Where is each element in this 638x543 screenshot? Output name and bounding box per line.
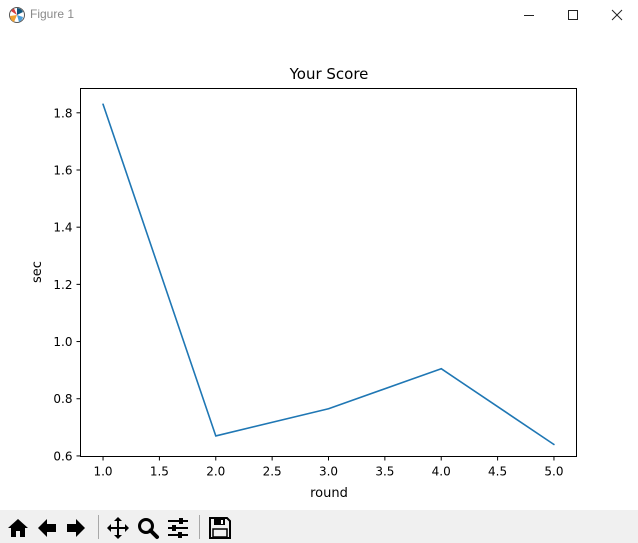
magnifier-icon — [138, 518, 159, 539]
toolbar-separator — [98, 515, 99, 539]
y-tick-label: 1.8 — [53, 106, 72, 120]
window-titlebar: Figure 1 — [0, 0, 638, 30]
plot-lines — [102, 103, 555, 446]
toolbar-separator — [199, 515, 200, 539]
data-point — [214, 435, 217, 437]
y-axis-label: sec — [30, 261, 45, 283]
maximize-icon — [568, 10, 578, 20]
series-line — [102, 103, 555, 446]
minimize-icon — [524, 15, 534, 16]
y-tick-label: 0.8 — [53, 392, 72, 406]
x-tick-label: 2.0 — [206, 465, 225, 479]
home-icon — [8, 519, 28, 537]
pan-button[interactable] — [104, 514, 132, 542]
x-tick-label: 2.5 — [263, 465, 282, 479]
y-tick-label: 0.6 — [53, 449, 72, 463]
x-tick-label: 4.0 — [432, 465, 451, 479]
y-tick-label: 1.2 — [53, 278, 72, 292]
window-title: Figure 1 — [30, 7, 75, 21]
save-button[interactable] — [206, 514, 234, 542]
x-tick-label: 3.0 — [319, 465, 338, 479]
move-icon — [107, 517, 129, 539]
data-point — [327, 407, 330, 410]
close-icon — [611, 9, 623, 21]
x-tick-label: 4.5 — [488, 465, 507, 479]
arrow-right-icon — [67, 519, 85, 537]
y-tick-label: 1.0 — [53, 335, 72, 349]
x-axis-label: round — [310, 486, 348, 501]
minimize-button[interactable] — [506, 0, 552, 30]
close-button[interactable] — [594, 0, 638, 30]
x-tick-label: 1.0 — [93, 465, 112, 479]
x-tick-label: 5.0 — [544, 465, 563, 479]
back-button[interactable] — [33, 514, 61, 542]
axis-ticks: 1.0 1.5 2.0 2.5 3.0 3.5 4.0 4.5 5.0 0.6 0.8 1.0 1.2 1… — [53, 106, 563, 478]
configure-subplots-button[interactable] — [164, 514, 192, 542]
line-chart: Your Score round sec 1.0 1.5 2.0 2.5 3.0 3.5 4… — [30, 65, 577, 501]
forward-button[interactable] — [62, 514, 90, 542]
arrow-left-icon — [38, 519, 56, 537]
matplotlib-logo-icon — [8, 6, 26, 24]
data-point — [440, 367, 443, 370]
chart-title: Your Score — [289, 65, 369, 83]
navigation-toolbar — [0, 510, 638, 543]
home-button[interactable] — [4, 514, 32, 542]
floppy-icon — [209, 517, 231, 539]
x-tick-label: 1.5 — [150, 465, 169, 479]
x-tick-label: 3.5 — [375, 465, 394, 479]
y-tick-label: 1.4 — [53, 221, 72, 235]
y-tick-label: 1.6 — [53, 163, 72, 177]
data-point — [102, 103, 104, 106]
figure-canvas[interactable]: Your Score round sec 1.0 1.5 2.0 2.5 3.0 3.5 4… — [0, 30, 638, 510]
zoom-button[interactable] — [134, 514, 162, 542]
maximize-button[interactable] — [550, 0, 596, 30]
sliders-icon — [168, 518, 188, 538]
axes-frame — [80, 88, 577, 457]
data-point — [553, 443, 555, 446]
